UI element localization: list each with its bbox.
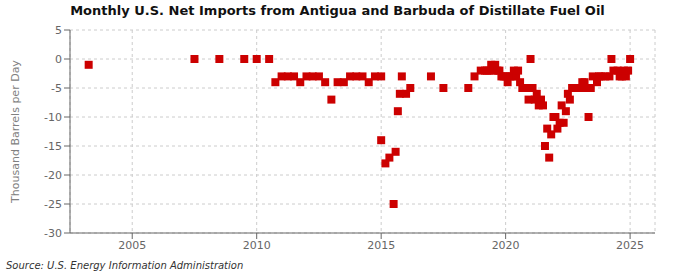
- svg-text:-25: -25: [44, 198, 62, 211]
- svg-text:2010: 2010: [243, 239, 271, 252]
- html-text:Monthly U.S. Net Imports from: Monthly U.S. Net Imports from Antigua an…: [70, 3, 605, 18]
- svg-text:-30: -30: [44, 227, 62, 240]
- svg-text:-10: -10: [44, 111, 62, 124]
- svg-text:2015: 2015: [367, 239, 395, 252]
- svg-text:-5: -5: [51, 82, 62, 95]
- svg-text:2025: 2025: [616, 239, 644, 252]
- svg-text:5: 5: [55, 24, 62, 37]
- svg-text:-15: -15: [44, 140, 62, 153]
- svg-text:2005: 2005: [118, 239, 146, 252]
- svg-text:0: 0: [55, 53, 62, 66]
- html-text:Source: U.S. Energy Informatio: Source: U.S. Energy Information Administ…: [6, 260, 244, 271]
- svg-text:2020: 2020: [492, 239, 520, 252]
- svg-text:Thousand Barrels per Day: Thousand Barrels per Day: [9, 60, 22, 204]
- svg-text:-20: -20: [44, 169, 62, 182]
